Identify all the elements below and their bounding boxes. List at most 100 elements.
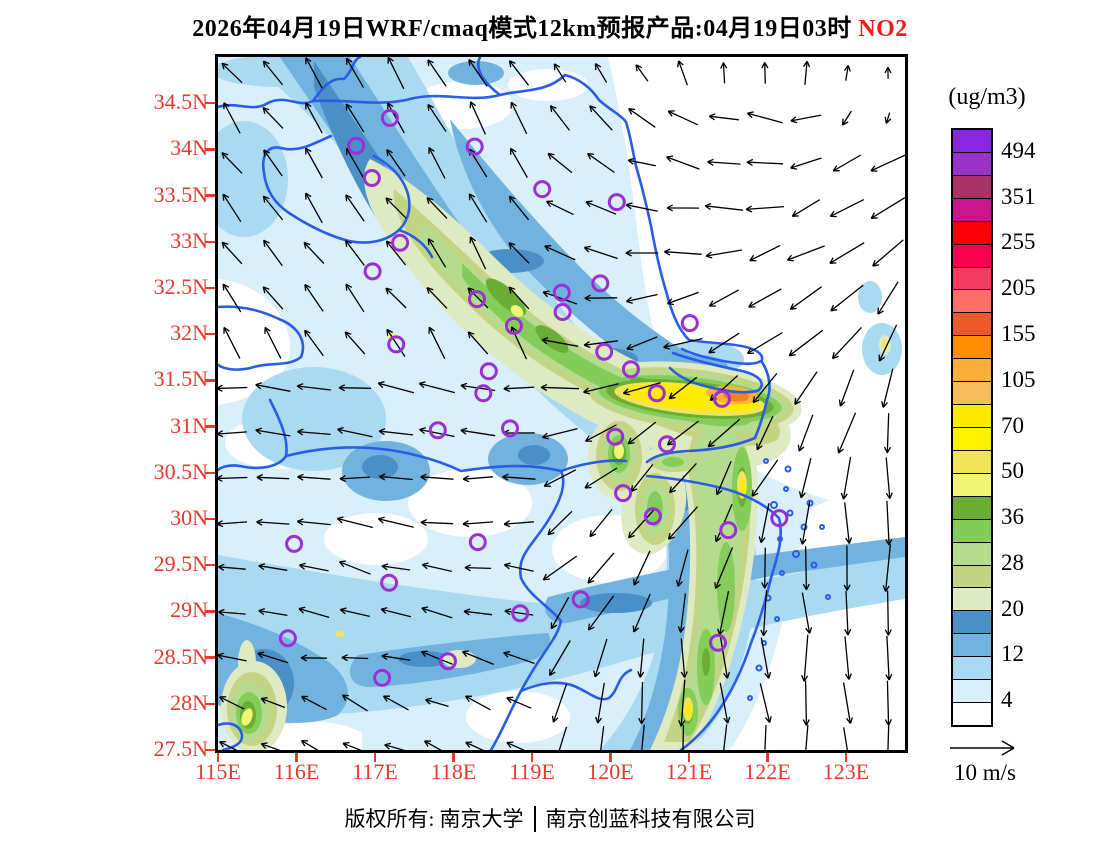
footer-separator	[533, 806, 536, 833]
wind-arrow	[708, 113, 739, 121]
colorbar-cell	[953, 541, 991, 565]
wind-arrow	[799, 501, 811, 545]
wind-arrow	[627, 507, 656, 539]
lon-tick-label: 118E	[430, 759, 477, 784]
station-marker	[479, 362, 498, 381]
lat-tick-label: 29N	[170, 597, 208, 623]
wind-arrow	[542, 290, 578, 305]
wind-arrow	[663, 337, 703, 350]
wind-arrow	[760, 590, 768, 637]
lat-tick-mark	[205, 517, 215, 521]
station-marker	[680, 314, 699, 333]
lat-tick-mark	[205, 702, 215, 705]
wind-arrow	[218, 384, 248, 392]
colorbar-cell	[953, 702, 991, 725]
colorbar-cell	[953, 243, 991, 267]
station-marker	[285, 534, 304, 553]
wind-arrow	[423, 740, 442, 750]
wind-arrow	[462, 475, 493, 483]
wind-arrow	[468, 59, 488, 87]
wind-arrow	[218, 652, 247, 662]
wind-arrow	[844, 502, 853, 544]
wind-arrow	[667, 110, 699, 126]
lon-tick-mark	[687, 753, 691, 762]
lat-tick-label: 34.5N	[153, 89, 208, 115]
wind-arrow	[298, 606, 330, 619]
lat-tick-mark	[205, 656, 215, 659]
wind-arrow	[540, 383, 580, 392]
colorbar-cell	[953, 381, 991, 405]
wind-arrow	[622, 381, 661, 396]
footer-copyright: 版权所有: 南京大学	[344, 807, 524, 831]
wind-arrow	[838, 369, 855, 407]
wind-arrow	[797, 414, 814, 452]
station-marker	[553, 303, 572, 321]
wind-arrow	[748, 288, 782, 308]
wind-arrow	[802, 546, 810, 591]
wind-arrow	[467, 287, 489, 309]
wind-arrow	[761, 61, 769, 84]
wind-arrow	[829, 242, 865, 264]
wind-arrow	[680, 638, 688, 678]
lat-tick-mark	[205, 564, 215, 567]
wind-arrow	[802, 680, 810, 726]
wind-arrow	[842, 682, 854, 724]
wind-arrow	[304, 284, 324, 312]
wind-arrow	[829, 199, 865, 218]
wind-arrow	[506, 741, 526, 750]
wind-arrow	[425, 697, 449, 708]
wind-arrow	[675, 549, 689, 587]
wind-arrow	[584, 467, 618, 489]
wind-arrow	[381, 563, 411, 571]
wind-arrow	[221, 152, 243, 174]
wind-arrow	[746, 331, 783, 355]
wind-arrow	[305, 57, 323, 89]
colorbar-cell	[953, 220, 991, 244]
wind-arrow	[377, 516, 414, 528]
map-plot-frame	[215, 54, 908, 753]
colorbar-cell	[953, 266, 991, 290]
wind-arrow	[503, 384, 535, 393]
no2-concentration-map	[218, 57, 905, 750]
wind-arrow	[296, 383, 331, 391]
wind-arrow	[585, 200, 617, 215]
wind-arrow	[885, 635, 893, 681]
station-marker	[621, 360, 640, 379]
wind-arrow	[637, 638, 645, 678]
wind-arrow	[666, 155, 700, 170]
wind-arrow	[345, 283, 365, 313]
station-marker	[643, 507, 662, 526]
lat-tick-mark	[205, 240, 215, 243]
wind-arrow	[844, 590, 852, 636]
province-boundaries	[218, 57, 783, 750]
wind-arrow	[467, 331, 489, 355]
wind-arrow	[263, 149, 283, 177]
wind-arrow	[626, 336, 658, 351]
lon-tick-label: 122E	[744, 759, 791, 784]
wind-arrow	[462, 520, 494, 528]
wind-arrow	[558, 726, 568, 750]
wind-arrow	[219, 741, 238, 750]
wind-arrow	[218, 430, 247, 438]
wind-arrow	[386, 328, 406, 357]
station-marker	[347, 136, 366, 155]
lon-tick-mark	[844, 753, 848, 762]
lat-tick-mark	[205, 333, 215, 336]
wind-arrow	[705, 249, 743, 259]
colorbar-cell	[953, 449, 991, 473]
wind-arrow	[708, 289, 740, 307]
wind-arrow	[421, 606, 453, 619]
wind-arrow	[794, 371, 818, 405]
wind-arrow	[682, 725, 685, 750]
wind-arrow	[882, 544, 892, 592]
wind-arrow	[218, 563, 246, 571]
wind-arrow	[221, 62, 243, 84]
lat-tick-label: 34N	[170, 135, 208, 161]
station-marker	[501, 419, 519, 438]
wind-arrow	[426, 196, 448, 219]
lon-tick-mark	[609, 753, 612, 762]
wind-arrow	[386, 149, 406, 177]
wind-arrow	[218, 608, 246, 616]
wind-arrow	[464, 564, 492, 572]
wind-arrow	[801, 634, 809, 682]
